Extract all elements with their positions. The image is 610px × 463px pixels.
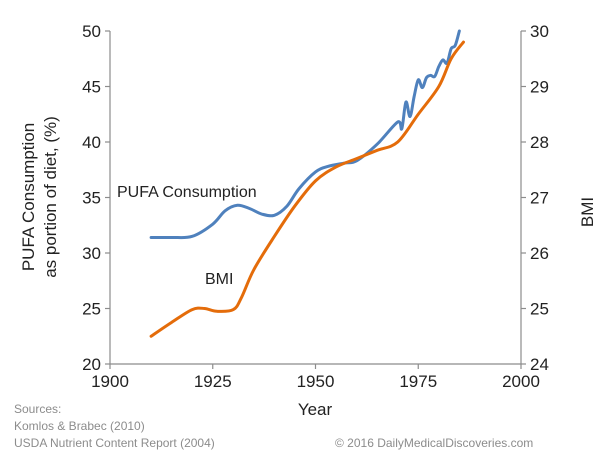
y-right-tick-label: 30 [530, 22, 549, 41]
y-left-tick-label: 20 [82, 355, 101, 374]
y-left-tick-label: 30 [82, 244, 101, 263]
y-right-tick-label: 26 [530, 244, 549, 263]
x-tick-label: 2000 [502, 372, 540, 391]
source-komlos-brabec: Komlos & Brabec (2010) [14, 419, 145, 433]
x-tick-label: 1950 [297, 372, 335, 391]
y-right-tick-label: 28 [530, 133, 549, 152]
source-usda-report: USDA Nutrient Content Report (2004) [14, 436, 215, 450]
y-right-tick-label: 24 [530, 355, 549, 374]
y-right-tick-label: 29 [530, 78, 549, 97]
y-left-tick-label: 35 [82, 189, 101, 208]
x-tick-label: 1975 [399, 372, 437, 391]
series-lines [149, 29, 465, 338]
bmi-line [149, 40, 465, 338]
x-tick-label: 1925 [194, 372, 232, 391]
bmi-series-annotation: BMI [205, 271, 233, 288]
y-left-tick-label: 45 [82, 78, 101, 97]
sources-heading: Sources: [14, 402, 62, 416]
pufa-series-annotation: PUFA Consumption [117, 184, 257, 201]
pufa-consumption-line [149, 29, 461, 240]
y-axis-left-label-line1: PUFA Consumption [19, 123, 38, 271]
y-right-tick-label: 25 [530, 300, 549, 319]
y-left-tick-label: 40 [82, 133, 101, 152]
y-axis-right-label: BMI [578, 197, 597, 227]
x-tick-label: 1900 [91, 372, 129, 391]
y-left-tick-label: 25 [82, 300, 101, 319]
x-axis-label: Year [298, 400, 333, 419]
y-right-tick-label: 27 [530, 189, 549, 208]
ticks: 1900 1925 1950 1975 200020253035404550242526… [82, 22, 549, 391]
y-axis-left-label-line2: as portion of diet, (%) [41, 116, 60, 278]
y-left-tick-label: 50 [82, 22, 101, 41]
copyright-notice: © 2016 DailyMedicalDiscoveries.com [335, 436, 534, 450]
